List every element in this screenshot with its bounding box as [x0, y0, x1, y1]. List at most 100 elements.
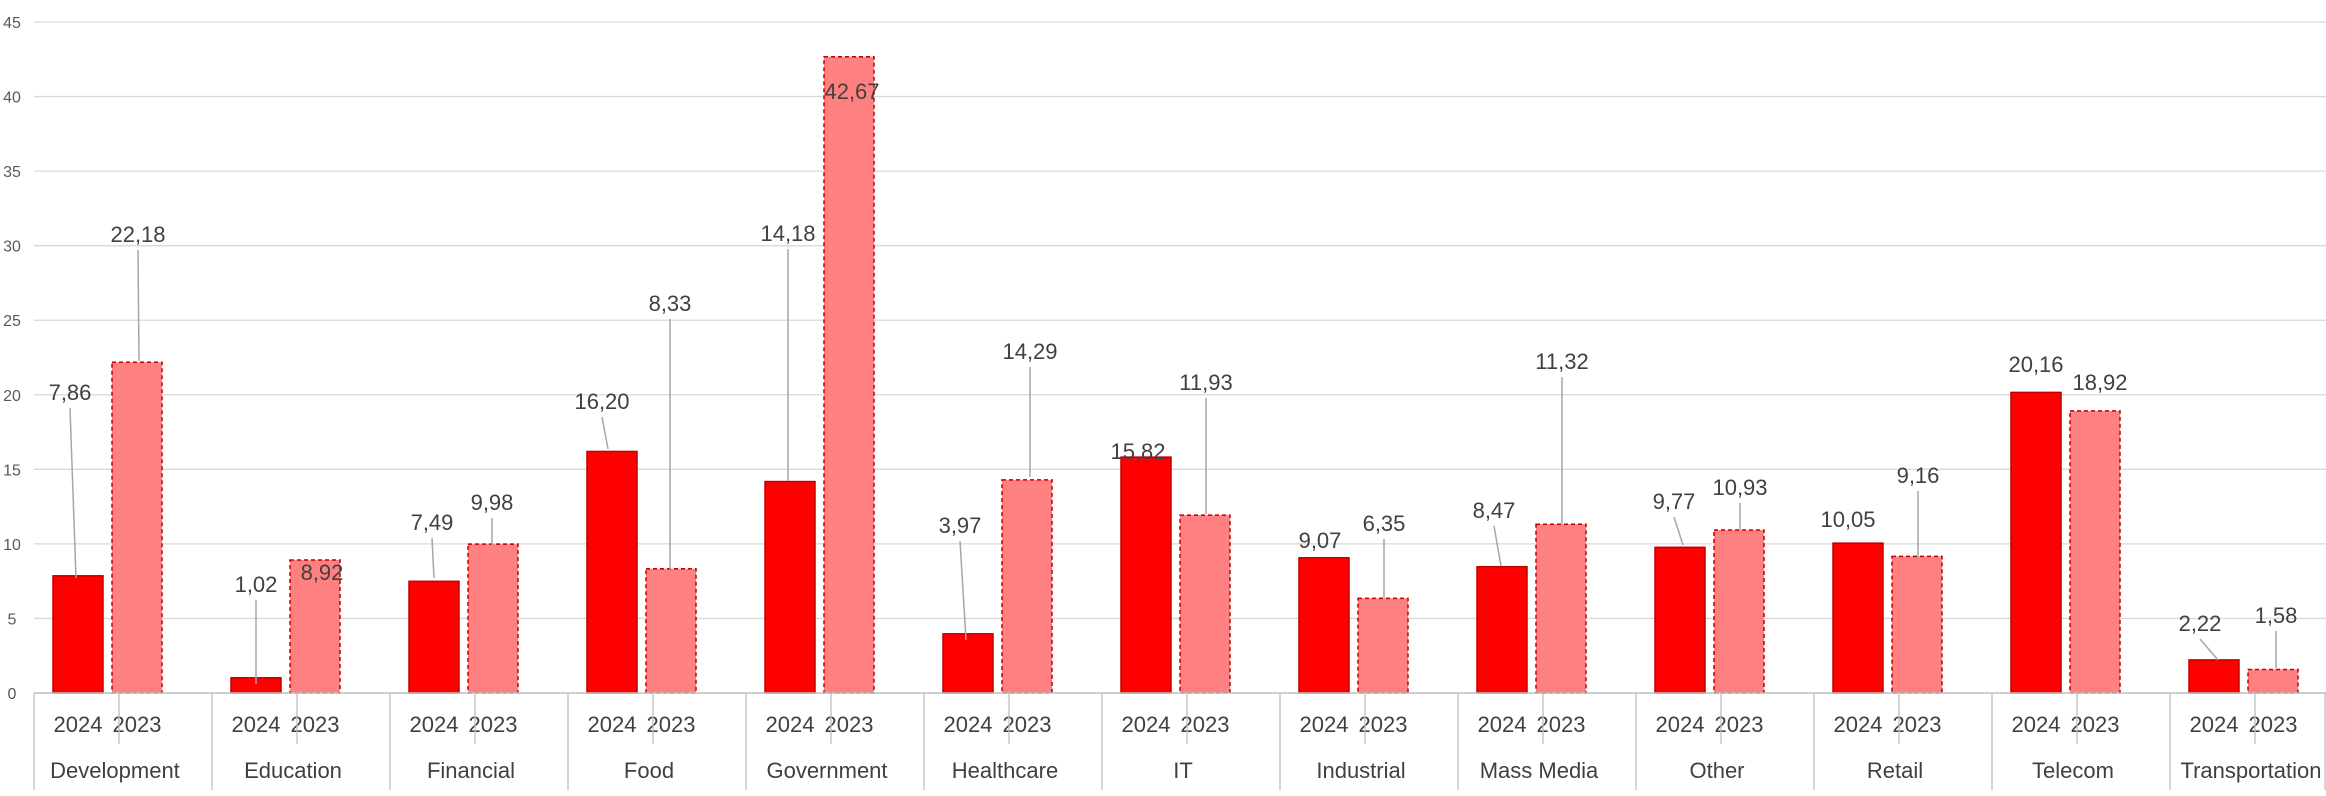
x-series-label: 2024 [1478, 712, 1527, 737]
data-label-2023-food: 8,33 [649, 291, 692, 316]
bar-2023-healthcare [1001, 479, 1053, 694]
bar-2023-industrial [1357, 597, 1409, 694]
leader-line [2199, 638, 2219, 661]
bar-2023-development [111, 361, 163, 694]
y-tick-label: 20 [3, 388, 21, 405]
bar-2023-government [823, 55, 875, 694]
bar-2023-other [1713, 529, 1765, 694]
data-label-2023-telecom: 18,92 [2072, 370, 2127, 395]
bar-2024-healthcare [942, 633, 994, 694]
data-label-2023-other: 10,93 [1712, 475, 1767, 500]
leader-line [1493, 525, 1502, 567]
leader-line [1673, 516, 1684, 546]
bar-2023-food [645, 568, 697, 694]
leader-line [601, 416, 609, 450]
x-series-label: 2024 [944, 712, 993, 737]
x-series-label: 2023 [469, 712, 518, 737]
x-series-label: 2024 [2190, 712, 2239, 737]
x-series-label: 2024 [232, 712, 281, 737]
y-tick-label: 0 [8, 686, 17, 703]
y-tick-label: 40 [3, 90, 21, 107]
x-category-label: Retail [1867, 758, 1923, 783]
x-series-label: 2024 [1122, 712, 1171, 737]
x-category-label: Development [50, 758, 180, 783]
x-series-label: 2023 [1893, 712, 1942, 737]
y-tick-label: 30 [3, 239, 21, 256]
data-label-2024-development: 7,86 [49, 380, 92, 405]
x-series-label: 2023 [825, 712, 874, 737]
leader-line [959, 540, 967, 641]
data-label-2023-development: 22,18 [110, 222, 165, 247]
gridlines [34, 21, 2326, 620]
y-axis-ticks: 0 5 10 15 20 25 30 35 40 45 [3, 15, 21, 703]
x-series-label: 2023 [113, 712, 162, 737]
bar-2023-education [289, 559, 341, 694]
bar-2024-mass-media [1476, 565, 1528, 694]
data-label-2024-transportation: 2,22 [2179, 611, 2222, 636]
y-tick-label: 15 [3, 462, 21, 479]
y-tick-label: 45 [3, 15, 21, 32]
data-label-2023-retail: 9,16 [1897, 463, 1940, 488]
bar-2024-government [764, 480, 816, 694]
leader-line [431, 537, 435, 579]
data-label-2024-food: 16,20 [574, 389, 629, 414]
data-label-2023-it: 11,93 [1179, 370, 1232, 395]
bar-2023-retail [1891, 555, 1943, 694]
data-label-2024-telecom: 20,16 [2008, 352, 2063, 377]
x-category-label: Transportation [2180, 758, 2321, 783]
x-axis: 2024 2023 Development 2024 2023 Education 2024… [33, 692, 2326, 790]
bar-2023-it [1179, 514, 1231, 694]
x-series-label: 2023 [1715, 712, 1764, 737]
x-series-label: 2024 [588, 712, 637, 737]
x-series-label: 2023 [1181, 712, 1230, 737]
x-series-label: 2023 [291, 712, 340, 737]
bar-2023-financial [467, 543, 519, 694]
bar-2023-mass-media [1535, 523, 1587, 694]
bar-2023-telecom [2069, 410, 2121, 694]
x-series-label: 2024 [410, 712, 459, 737]
x-category-label: Other [1689, 758, 1744, 783]
x-series-label: 2024 [1834, 712, 1883, 737]
bar-2024-food [586, 450, 638, 694]
data-label-2023-financial: 9,98 [471, 490, 514, 515]
x-category-label: Telecom [2032, 758, 2114, 783]
leader-line [69, 407, 77, 579]
bar-2024-transportation [2188, 659, 2240, 694]
x-category-label: Financial [427, 758, 515, 783]
data-label-2024-it: 15,82 [1110, 439, 1165, 464]
bar-2024-telecom [2010, 391, 2062, 694]
x-series-label: 2024 [1656, 712, 1705, 737]
data-label-2023-education: 8,92 [301, 560, 344, 585]
bars [52, 55, 2299, 694]
data-label-2024-financial: 7,49 [411, 510, 454, 535]
data-label-2023-mass-media: 11,32 [1535, 349, 1588, 374]
y-tick-label: 10 [3, 537, 21, 554]
x-series-label: 2023 [1537, 712, 1586, 737]
x-category-label: Food [624, 758, 674, 783]
data-label-2024-mass-media: 8,47 [1473, 498, 1516, 523]
data-label-2024-retail: 10,05 [1820, 507, 1875, 532]
bar-2023-transportation [2247, 668, 2299, 694]
data-label-2024-industrial: 9,07 [1299, 528, 1342, 553]
x-category-label: IT [1173, 758, 1193, 783]
data-label-2024-government: 14,18 [760, 221, 815, 246]
x-series-label: 2023 [1359, 712, 1408, 737]
data-label-2023-government: 42,67 [824, 79, 879, 104]
x-category-label: Industrial [1316, 758, 1405, 783]
x-series-label: 2024 [1300, 712, 1349, 737]
x-category-label: Healthcare [952, 758, 1058, 783]
bar-2024-industrial [1298, 557, 1350, 694]
data-label-2023-transportation: 1,58 [2255, 603, 2298, 628]
data-label-2024-education: 1,02 [235, 572, 278, 597]
y-tick-label: 5 [8, 611, 17, 628]
x-series-label: 2023 [647, 712, 696, 737]
x-category-label: Government [766, 758, 887, 783]
bar-2024-financial [408, 580, 460, 694]
data-labels: 7,86 22,18 1,02 8,92 7,49 9,98 16,20 8,33 14,18 4… [49, 79, 2298, 636]
bar-2024-it [1120, 456, 1172, 694]
x-series-label: 2024 [2012, 712, 2061, 737]
x-series-label: 2024 [766, 712, 815, 737]
data-label-2024-healthcare: 3,97 [939, 513, 982, 538]
y-tick-label: 25 [3, 313, 21, 330]
